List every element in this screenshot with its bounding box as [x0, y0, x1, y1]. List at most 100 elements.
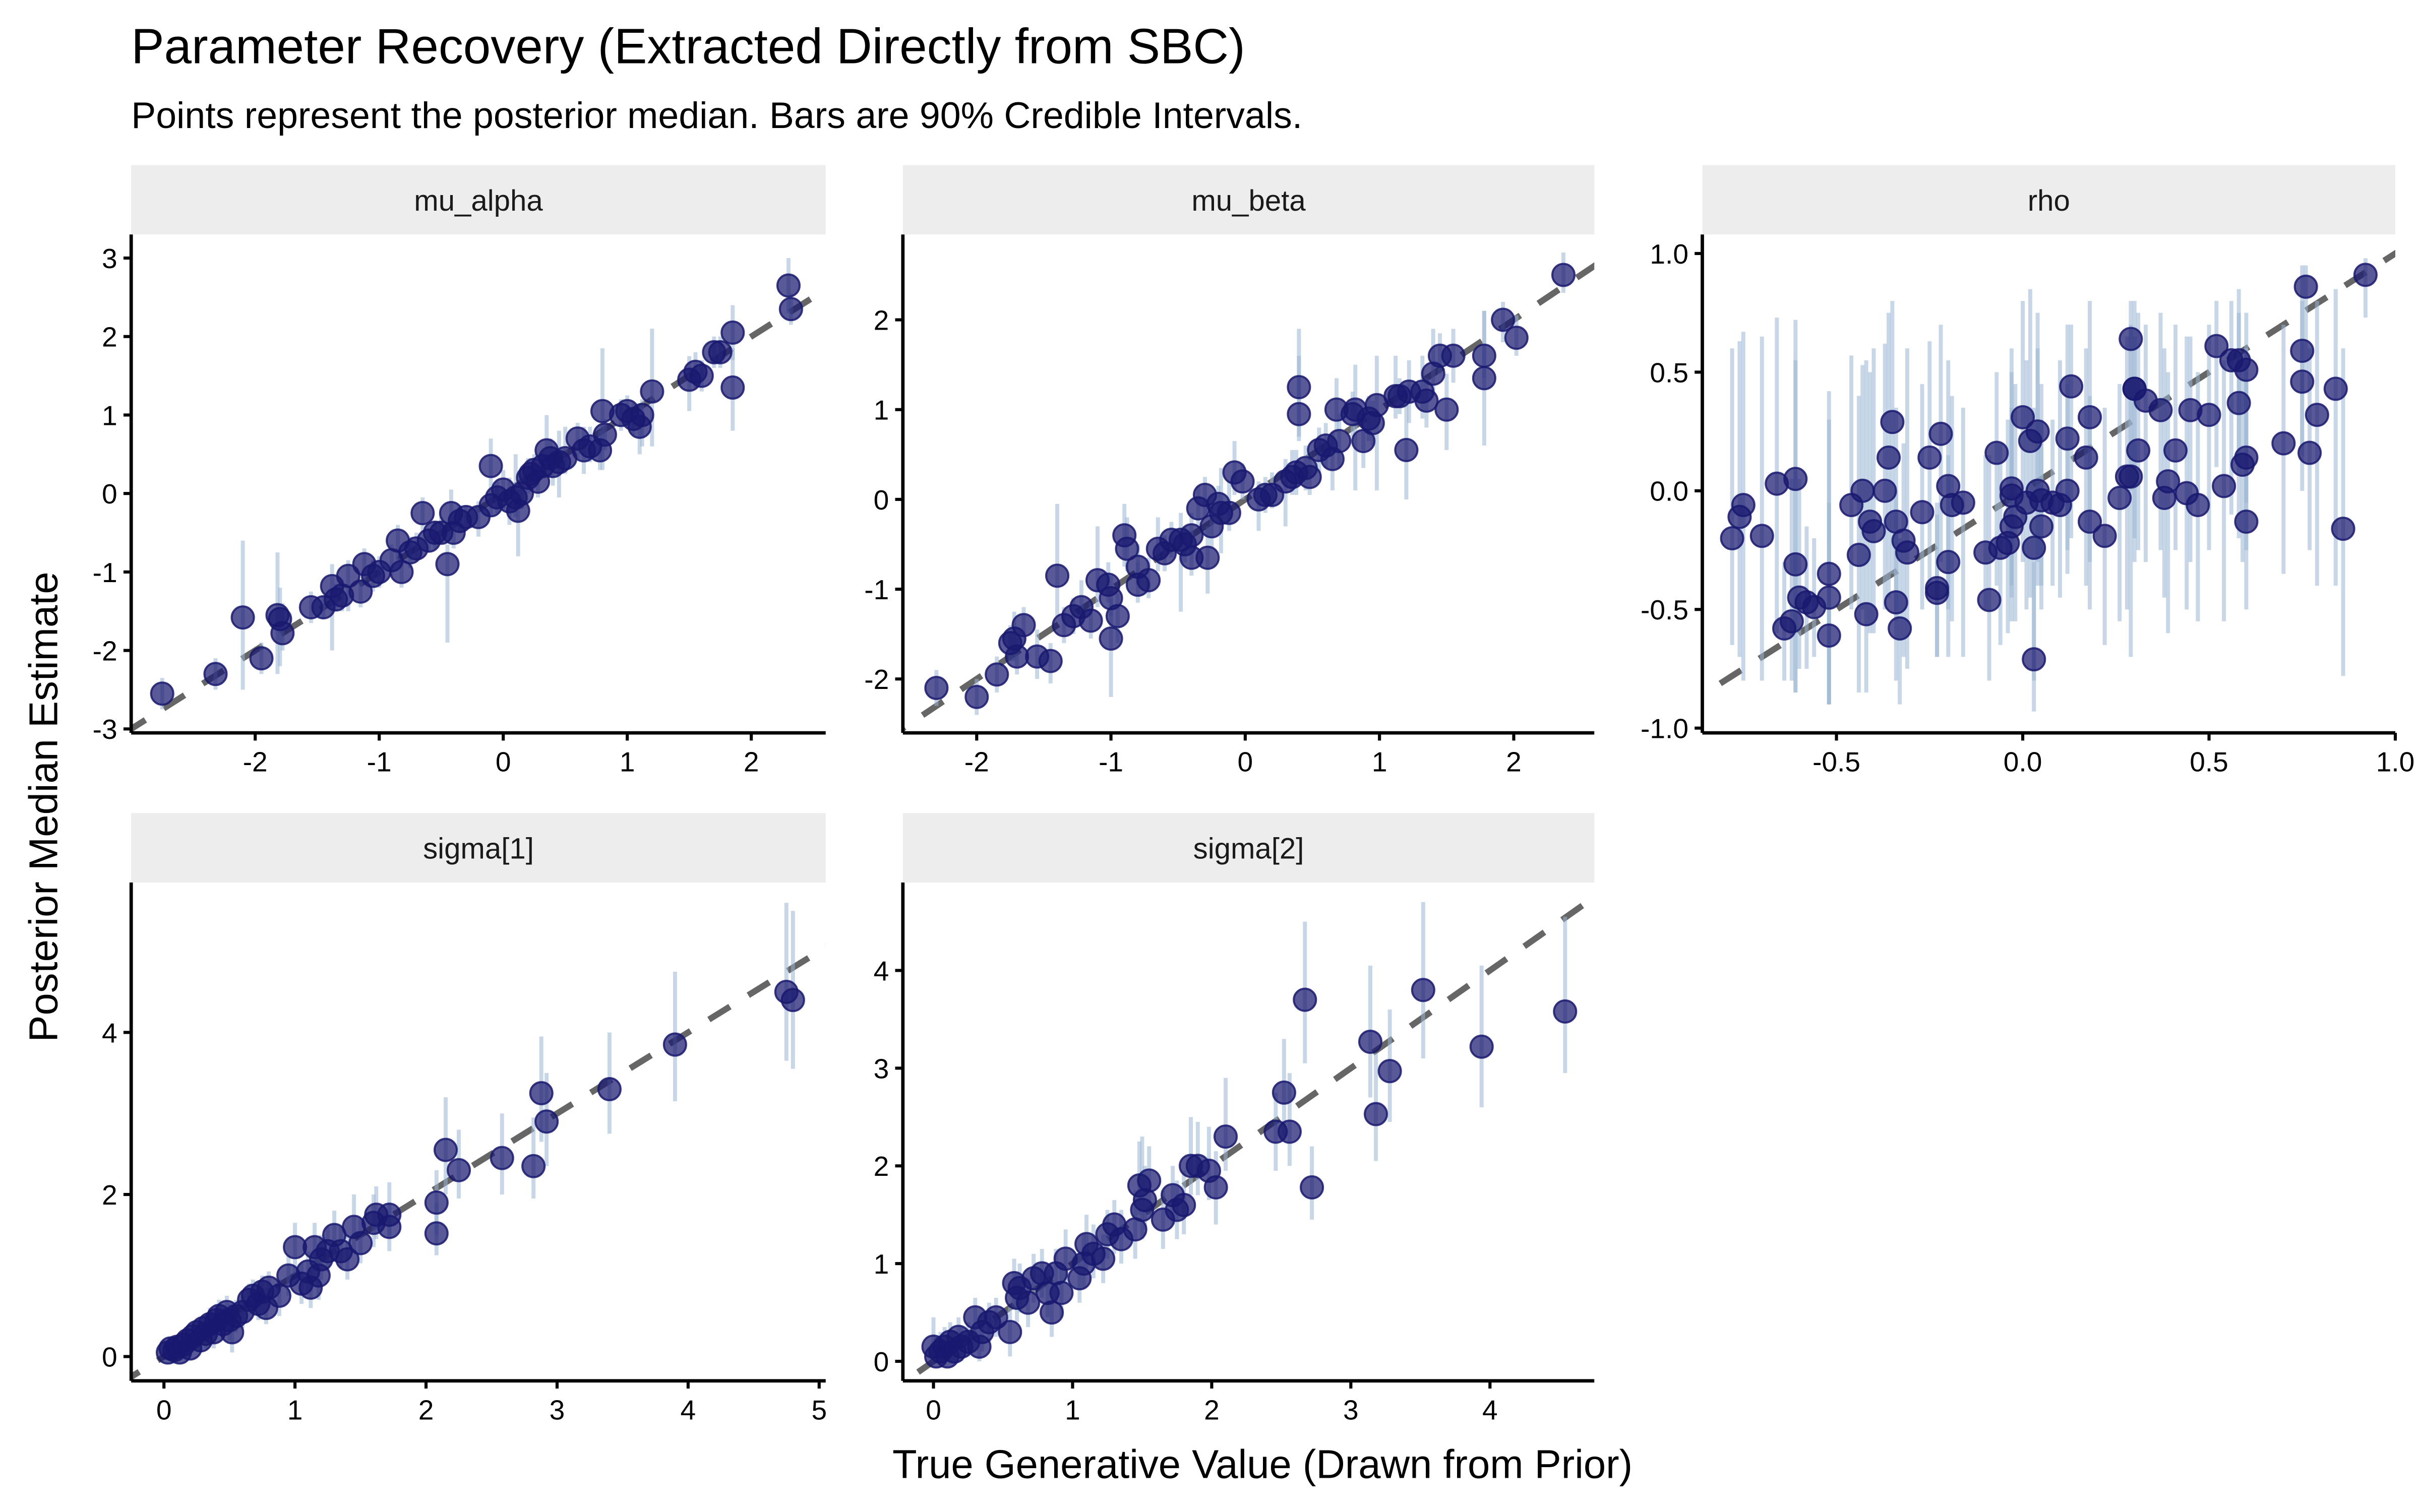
facet-strip-label: mu_beta — [1191, 184, 1306, 217]
posterior-median-point — [1078, 608, 1103, 633]
posterior-median-point — [2234, 445, 2259, 470]
x-tick-label: 2 — [1506, 746, 1522, 778]
posterior-median-point — [1977, 588, 2002, 612]
posterior-median-point — [1195, 545, 1220, 570]
posterior-median-point — [924, 675, 949, 701]
x-tick-label: 2 — [744, 746, 759, 778]
posterior-median-point — [2290, 338, 2315, 363]
posterior-median-point — [780, 988, 805, 1013]
posterior-median-point — [1720, 526, 1744, 551]
posterior-median-point — [1951, 490, 1975, 515]
y-tick-label: 4 — [102, 1017, 117, 1048]
posterior-median-point — [348, 579, 373, 604]
posterior-median-point — [521, 1154, 546, 1178]
facet-strip — [131, 813, 826, 883]
posterior-median-point — [2119, 464, 2143, 489]
posterior-median-point — [2055, 478, 2080, 503]
facet-strip — [131, 165, 826, 235]
panel-sigma2: sigma[2] 0 1 2 3 4 0 1 2 3 4 — [874, 813, 1595, 1425]
posterior-median-point — [433, 1138, 458, 1162]
posterior-median-point — [2197, 403, 2221, 427]
posterior-median-point — [2234, 509, 2259, 534]
posterior-median-point — [1984, 440, 2009, 465]
y-tick-label: -1 — [864, 574, 889, 605]
posterior-median-point — [1749, 524, 1774, 548]
plot-area — [131, 903, 826, 1380]
posterior-median-point — [1045, 563, 1070, 588]
posterior-median-point — [1504, 326, 1529, 350]
posterior-median-point — [1230, 469, 1255, 494]
x-tick-label: 4 — [681, 1394, 696, 1425]
y-tick-label: 1 — [874, 395, 889, 426]
facet-panels: mu_alpha -2 -1 0 1 2 -3 -2 -1 0 1 2 3 mu_beta -2 -1 0 1 2 -… — [93, 165, 2414, 1425]
posterior-median-point — [2074, 445, 2098, 470]
posterior-median-point — [1049, 1281, 1074, 1305]
y-tick-label: 2 — [102, 1179, 117, 1211]
y-tick-label: 1 — [874, 1248, 889, 1280]
posterior-median-point — [778, 297, 803, 322]
posterior-median-point — [1936, 550, 1961, 575]
posterior-median-point — [1377, 1059, 1402, 1084]
panel-mu-beta: mu_beta -2 -1 0 1 2 -2 -1 0 1 2 — [864, 165, 1595, 778]
y-tick-label: 1.0 — [1650, 238, 1688, 270]
posterior-median-point — [1091, 1246, 1116, 1271]
posterior-median-point — [1287, 375, 1311, 400]
posterior-median-point — [1910, 500, 1934, 525]
posterior-median-point — [249, 646, 274, 671]
posterior-median-point — [348, 1231, 373, 1255]
y-tick-label: 2 — [102, 322, 117, 353]
posterior-median-point — [1300, 1175, 1324, 1200]
facet-strip — [902, 813, 1595, 883]
posterior-median-point — [1172, 1192, 1196, 1217]
facet-strip-label: sigma[2] — [1193, 833, 1304, 865]
x-tick-label: 3 — [550, 1394, 565, 1425]
posterior-median-point — [1115, 536, 1139, 561]
plot-area — [902, 893, 1595, 1381]
x-tick-label: 0 — [156, 1394, 172, 1425]
posterior-median-point — [1783, 467, 1808, 491]
posterior-median-point — [720, 320, 745, 345]
posterior-median-point — [1817, 623, 1841, 648]
posterior-median-point — [1854, 602, 1879, 626]
y-tick-label: 1 — [102, 400, 117, 431]
y-tick-label: -1.0 — [1641, 713, 1688, 744]
x-tick-label: 0 — [926, 1394, 941, 1425]
posterior-median-point — [985, 662, 1009, 687]
posterior-median-point — [1783, 552, 1808, 577]
posterior-median-point — [708, 340, 733, 364]
posterior-median-point — [1293, 987, 1317, 1012]
posterior-median-point — [1040, 1300, 1064, 1325]
y-tick-label: 2 — [874, 304, 889, 336]
y-tick-label: -2 — [864, 664, 889, 695]
posterior-median-point — [2078, 405, 2102, 429]
posterior-median-point — [490, 1146, 514, 1170]
posterior-median-point — [2204, 334, 2229, 358]
identity-reference-line — [902, 893, 1595, 1381]
posterior-median-point — [1925, 581, 1950, 605]
posterior-median-point — [150, 681, 174, 706]
posterior-median-point — [2025, 419, 2050, 444]
panel-rho: rho -0.5 0.0 0.5 1.0 -1.0 -0.5 0.0 0.5 1.0 — [1641, 165, 2414, 778]
posterior-median-point — [1272, 1080, 1296, 1105]
x-tick-label: 3 — [1343, 1394, 1359, 1425]
x-tick-label: 0.5 — [2190, 746, 2228, 778]
posterior-median-point — [2092, 524, 2117, 548]
posterior-median-point — [267, 1283, 291, 1308]
plot-area — [1702, 249, 2396, 712]
x-tick-label: -2 — [243, 746, 268, 778]
posterior-median-point — [2156, 469, 2181, 494]
posterior-median-point — [1491, 307, 1516, 332]
posterior-median-point — [424, 1190, 449, 1215]
posterior-median-point — [2059, 374, 2084, 399]
posterior-median-point — [1099, 626, 1123, 651]
identity-reference-line — [1702, 249, 2396, 699]
posterior-median-point — [1411, 978, 1435, 1002]
posterior-median-point — [1884, 590, 1908, 615]
posterior-median-point — [1217, 500, 1241, 525]
posterior-median-point — [2022, 647, 2046, 672]
posterior-median-point — [529, 1081, 554, 1106]
posterior-median-point — [2186, 493, 2210, 518]
y-tick-label: 0 — [874, 484, 889, 516]
posterior-median-point — [2163, 438, 2188, 463]
